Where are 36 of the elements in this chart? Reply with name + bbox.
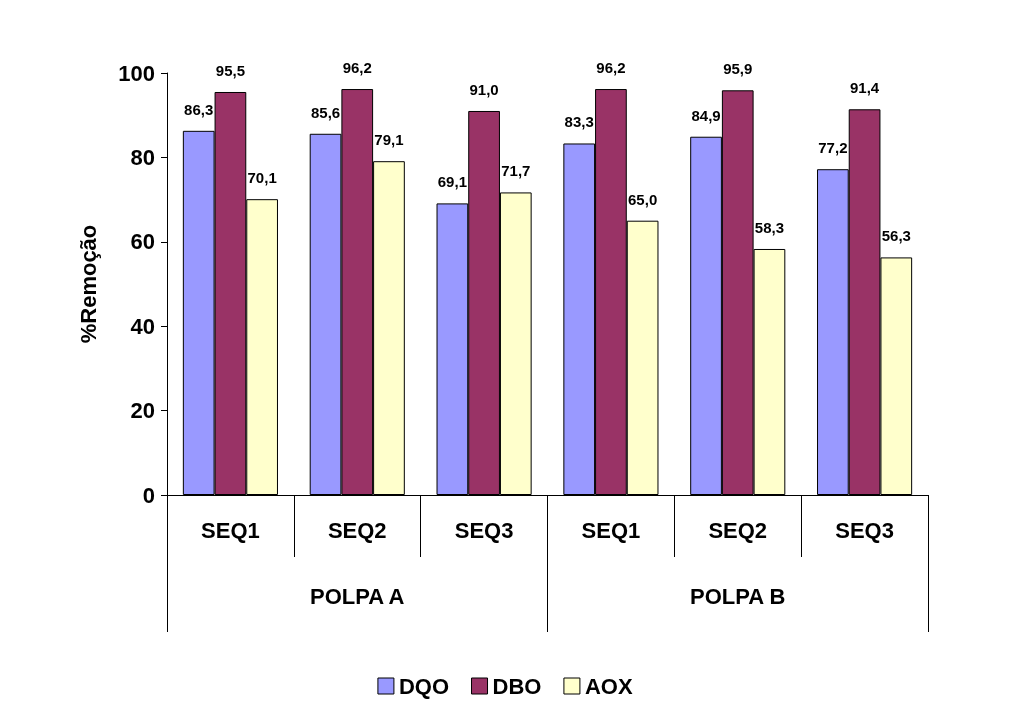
data-label: 85,6 <box>310 103 341 121</box>
data-label: 91,4 <box>849 79 880 97</box>
x-tick-label: SEQ1 <box>201 517 260 543</box>
data-label: 91,0 <box>469 80 499 98</box>
text: POLPA B <box>690 583 786 609</box>
x-tick-label: SEQ2 <box>708 517 768 543</box>
x-tick-label: SEQ3 <box>835 517 894 543</box>
data-label: 58,3 <box>754 218 785 236</box>
data-label: 83,3 <box>564 113 594 131</box>
y-tick-label: 40 <box>130 313 155 339</box>
x-tick-label: SEQ1 <box>581 517 641 543</box>
y-axis-title: %Remoção <box>75 224 101 344</box>
data-label: 70,1 <box>247 169 277 187</box>
y-tick-label: 100 <box>118 60 155 86</box>
data-label: 79,1 <box>374 131 404 149</box>
legend-label: AOX <box>584 673 633 699</box>
data-label: 56,3 <box>881 227 911 245</box>
legend-label: DBO <box>492 673 542 699</box>
text: POLPA A <box>309 583 405 609</box>
y-tick-label: 0 <box>142 482 155 508</box>
legend-label: DQO <box>398 673 450 699</box>
data-label: 84,9 <box>691 106 721 124</box>
x-tick-label: SEQ3 <box>454 517 514 543</box>
data-label: 86,3 <box>184 100 214 118</box>
data-label: 95,5 <box>215 61 246 79</box>
data-label: 96,2 <box>342 59 372 77</box>
data-label: 96,2 <box>596 59 626 77</box>
y-tick-label: 20 <box>130 398 155 424</box>
y-tick-label: 60 <box>130 229 155 255</box>
y-tick-label: 80 <box>130 144 155 170</box>
data-label: 77,2 <box>818 139 848 157</box>
data-label: 71,7 <box>501 162 531 180</box>
x-tick-label: SEQ2 <box>327 517 387 543</box>
data-label: 69,1 <box>437 173 467 191</box>
data-label: 65,0 <box>628 190 658 208</box>
data-label: 95,9 <box>723 60 753 78</box>
